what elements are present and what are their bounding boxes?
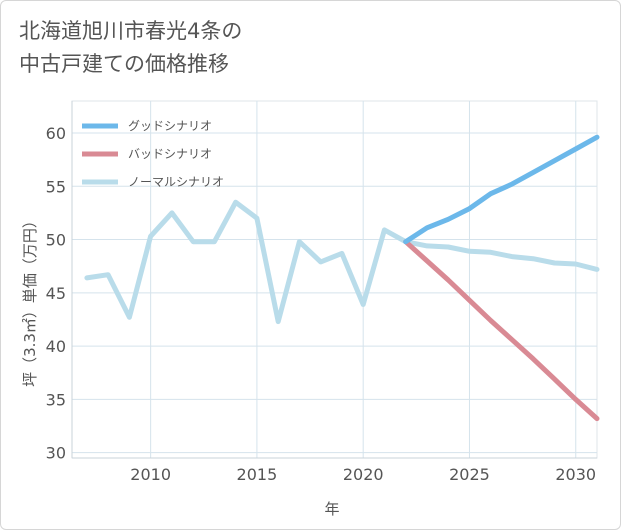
x-tick-label: 2010 xyxy=(130,465,171,484)
legend-label: ノーマルシナリオ xyxy=(128,175,224,189)
x-axis-label: 年 xyxy=(324,500,339,518)
chart-title-line-1: 北海道旭川市春光4条の xyxy=(19,19,243,43)
legend-label: バッドシナリオ xyxy=(128,147,212,161)
chart-title: 北海道旭川市春光4条の 中古戸建ての価格推移 xyxy=(19,15,242,81)
y-tick-label: 30 xyxy=(46,444,66,463)
y-tick-label: 35 xyxy=(46,390,66,409)
x-tick-label: 2025 xyxy=(449,465,490,484)
y-tick-label: 55 xyxy=(46,177,66,196)
tick-labels: 30 35 40 45 50 55 60 2010 2015 2020 2025 2030 xyxy=(46,124,596,484)
series-line-normal xyxy=(84,199,600,325)
y-axis-label: 坪（3.3㎡）単価（万円） xyxy=(21,213,39,387)
y-tick-label: 45 xyxy=(46,284,66,303)
y-tick-label: 50 xyxy=(46,231,66,250)
chart-title-line-2: 中古戸建ての価格推移 xyxy=(19,52,229,76)
legend-label: グッドシナリオ xyxy=(128,119,212,133)
x-tick-label: 2030 xyxy=(555,465,596,484)
y-tick-label: 60 xyxy=(46,124,66,143)
y-tick-label: 40 xyxy=(46,337,66,356)
series-lines xyxy=(84,134,600,422)
x-tick-label: 2015 xyxy=(237,465,278,484)
x-tick-label: 2020 xyxy=(343,465,384,484)
series-line-bad xyxy=(403,239,600,422)
series-line-good xyxy=(403,134,600,245)
